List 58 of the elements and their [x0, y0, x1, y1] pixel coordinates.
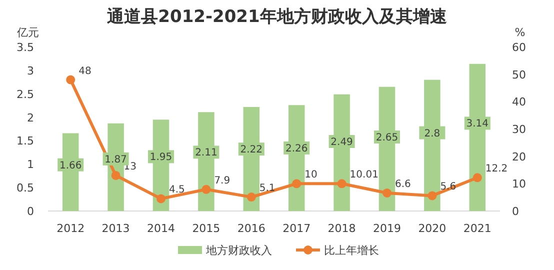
data-label: 1.66 [59, 160, 82, 172]
y-axis-title: 亿元 [16, 26, 39, 39]
y2-axis-title: % [514, 26, 526, 39]
point [66, 75, 76, 84]
y2-tick-label: 30 [512, 123, 526, 136]
point [246, 192, 256, 202]
y2-tick-label: 10 [512, 178, 526, 191]
x-tick-label: 2017 [282, 222, 311, 235]
data-label: 2.11 [195, 148, 218, 159]
data-label: 1.87 [104, 154, 127, 166]
data-label: 10.01 [350, 170, 378, 181]
data-label: 7.9 [214, 175, 230, 186]
y-tick-label: 0 [27, 205, 34, 218]
legend-label: 地方财政收入 [205, 244, 272, 257]
x-tick-label: 2015 [192, 222, 220, 235]
y2-tick-label: 50 [512, 68, 526, 82]
data-label: 10 [304, 170, 318, 181]
y2-tick-label: 20 [512, 150, 526, 164]
x-tick-label: 2013 [102, 222, 130, 235]
y2-tick-label: 40 [512, 96, 526, 109]
x-tick-label: 2019 [373, 222, 401, 235]
x-tick-label: 2018 [328, 222, 356, 235]
data-label: 2.26 [285, 143, 308, 154]
data-label: 2.8 [424, 128, 440, 140]
legend-label: 比上年增长 [324, 244, 379, 257]
data-label: 2.65 [376, 132, 398, 144]
point [428, 191, 437, 200]
y-tick-label: 0.5 [16, 182, 34, 195]
point [472, 173, 482, 182]
point [337, 179, 346, 188]
y-tick-label: 3 [27, 64, 34, 78]
data-label: 1.95 [150, 152, 172, 164]
x-tick-label: 2020 [418, 222, 446, 235]
y2-tick-label: 0 [512, 205, 519, 218]
point [382, 188, 392, 198]
point [111, 170, 120, 180]
data-label: 2.22 [240, 144, 263, 156]
y-tick-label: 1 [27, 158, 34, 172]
y-tick-label: 2 [27, 111, 34, 124]
chart-title: 通道县2012-2021年地方财政收入及其增速 [106, 7, 447, 27]
point [202, 184, 211, 194]
x-tick-label: 2016 [237, 222, 266, 235]
data-label: 3.14 [466, 118, 489, 130]
x-tick-label: 2012 [56, 222, 85, 235]
data-label: 12.2 [485, 164, 508, 175]
y-tick-label: 1.5 [16, 134, 34, 148]
data-label: 48 [78, 66, 92, 77]
data-label: 6.6 [395, 178, 411, 190]
y2-tick-label: 60 [512, 41, 526, 54]
point [156, 194, 166, 204]
x-tick-label: 2014 [147, 222, 175, 235]
data-label: 2.49 [330, 136, 353, 148]
data-label: 4.5 [169, 184, 185, 196]
y-tick-label: 3.5 [16, 41, 34, 54]
x-tick-label: 2021 [463, 222, 492, 235]
y-tick-label: 2.5 [16, 88, 34, 101]
point [292, 179, 302, 188]
data-label: 5.1 [259, 183, 276, 194]
